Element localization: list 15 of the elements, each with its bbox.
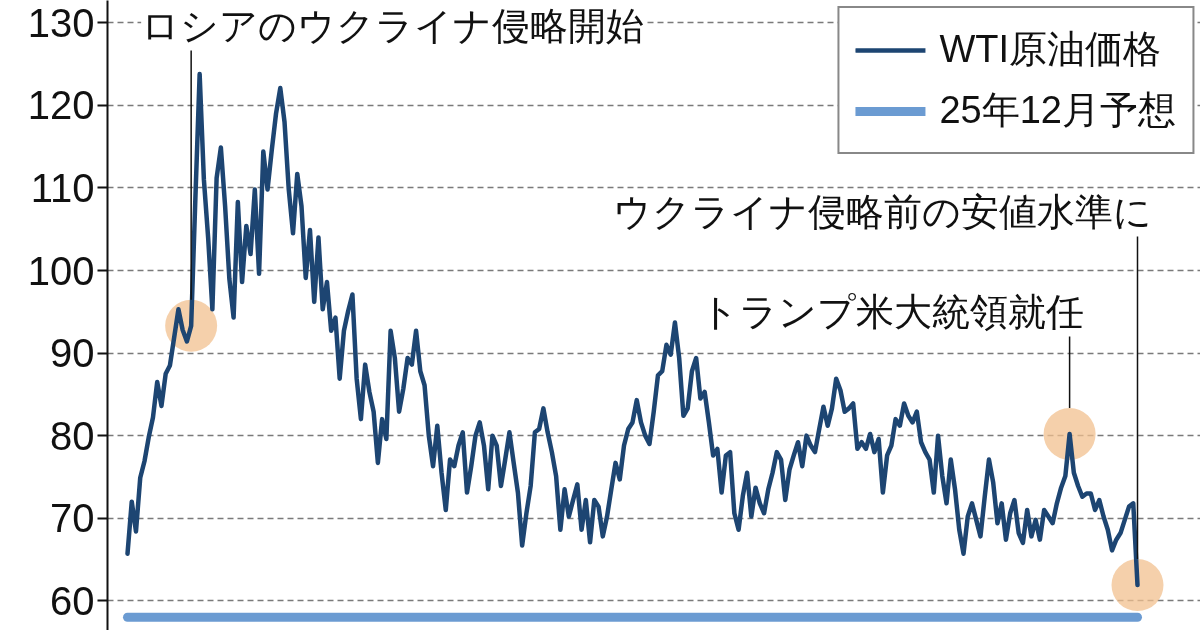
legend-label: 25年12月予想 xyxy=(939,88,1176,133)
y-tick-label: 130 xyxy=(27,0,95,45)
point xyxy=(1043,408,1096,460)
legend-label: WTI原油価格 xyxy=(939,27,1162,72)
annotation: ウクライナ侵略前の安値水準に xyxy=(612,190,1152,233)
y-tick-label: 100 xyxy=(27,248,95,293)
point xyxy=(1111,559,1164,612)
y-tick-label: 110 xyxy=(30,165,95,210)
y-tick-label: 120 xyxy=(27,83,95,128)
y-tick-label: 70 xyxy=(50,496,95,541)
y-tick-label: 80 xyxy=(50,413,95,458)
annotation: トランプ米大統領就任 xyxy=(699,290,1084,333)
annotation: ロシアのウクライナ侵略開始 xyxy=(141,4,645,47)
y-tick-label: 90 xyxy=(50,331,95,376)
y-tick-label: 60 xyxy=(50,578,95,623)
